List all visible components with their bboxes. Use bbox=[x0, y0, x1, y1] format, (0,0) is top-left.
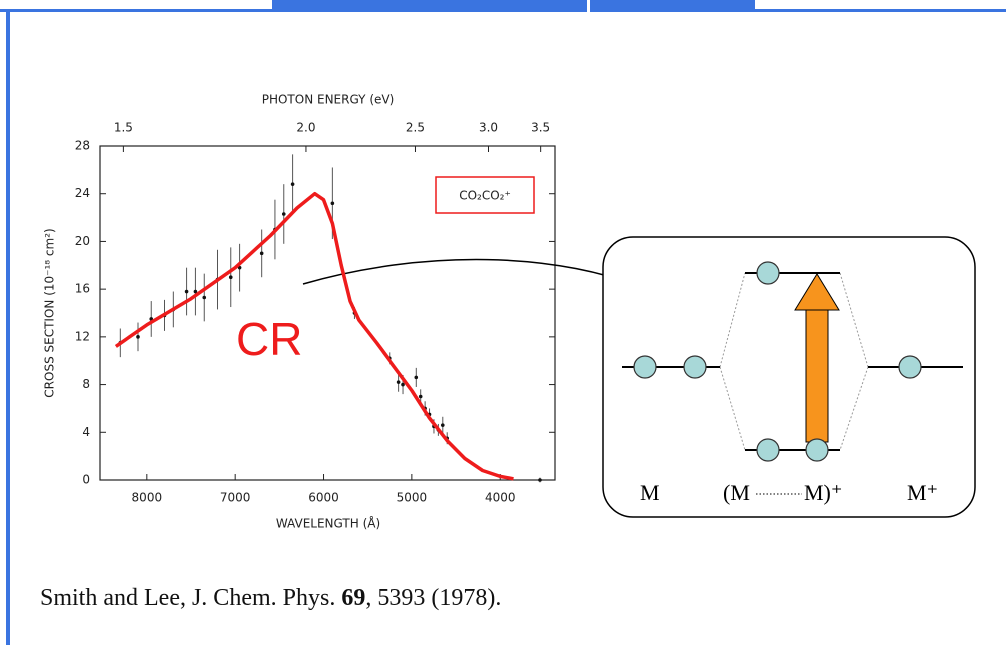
data-point bbox=[330, 201, 335, 206]
y-tick-label: 20 bbox=[75, 234, 90, 248]
data-point bbox=[401, 382, 405, 387]
electron bbox=[805, 438, 829, 462]
x-axis-title: WAVELENGTH (Å) bbox=[276, 516, 380, 531]
annotation: CR bbox=[236, 313, 302, 365]
citation-volume: 69 bbox=[341, 585, 365, 611]
connector bbox=[302, 258, 656, 294]
y-axis-title: CROSS SECTION (10⁻¹⁸ cm²) bbox=[43, 228, 57, 397]
x2-tick-label: 1.5 bbox=[114, 121, 133, 135]
diagram-box bbox=[602, 236, 976, 518]
diagram-label: (M bbox=[723, 480, 750, 505]
y-tick-label: 28 bbox=[75, 139, 90, 153]
x2-tick-label: 3.5 bbox=[531, 121, 550, 135]
data-point bbox=[440, 423, 445, 427]
diagram-label: M bbox=[640, 480, 660, 505]
data-point bbox=[136, 335, 140, 339]
fit-curve bbox=[114, 191, 514, 481]
data-point bbox=[290, 182, 295, 186]
y-tick-label: 8 bbox=[82, 377, 90, 391]
correlation-line bbox=[719, 366, 746, 451]
plot-frame bbox=[99, 145, 556, 481]
data-point bbox=[414, 375, 419, 380]
y-tick-label: 12 bbox=[75, 329, 90, 343]
x2-tick-label: 2.5 bbox=[406, 121, 425, 135]
citation-text: Smith and Lee, J. Chem. Phys. bbox=[40, 585, 341, 611]
legend-box bbox=[435, 176, 535, 214]
left-border bbox=[6, 9, 10, 645]
correlation-line bbox=[719, 272, 746, 368]
x2-tick-label: 2.0 bbox=[296, 121, 315, 135]
y-tick-label: 16 bbox=[75, 282, 90, 296]
electron bbox=[756, 261, 780, 285]
x-tick-label: 7000 bbox=[220, 491, 251, 505]
x-tick-label: 4000 bbox=[485, 491, 516, 505]
data-point bbox=[228, 275, 233, 280]
data-point bbox=[538, 478, 542, 482]
electron bbox=[683, 355, 707, 379]
electron bbox=[898, 355, 922, 379]
diagram: M (M M)⁺ M⁺ bbox=[602, 236, 976, 518]
data-point bbox=[418, 394, 423, 399]
y-tick-label: 24 bbox=[75, 186, 90, 200]
data-point bbox=[259, 251, 264, 256]
diagram-label: M⁺ bbox=[907, 480, 938, 505]
data-point bbox=[396, 380, 401, 384]
citation-text: , 5393 (1978). bbox=[365, 585, 501, 611]
electron bbox=[633, 355, 657, 379]
x-tick-label: 6000 bbox=[308, 491, 339, 505]
electron bbox=[756, 438, 780, 462]
correlation-line bbox=[839, 272, 869, 368]
y-tick-label: 0 bbox=[82, 473, 90, 487]
y-tick-label: 4 bbox=[82, 425, 90, 439]
arrow-shaft bbox=[805, 307, 829, 443]
legend-label: CO₂CO₂⁺ bbox=[459, 189, 511, 203]
tab-divider bbox=[587, 0, 590, 12]
arrow-head bbox=[794, 273, 840, 311]
x-tick-label: 5000 bbox=[397, 491, 428, 505]
top-tab bbox=[272, 0, 755, 12]
x-tick-label: 8000 bbox=[132, 491, 163, 505]
data-point bbox=[184, 289, 189, 294]
diagram-label: M)⁺ bbox=[804, 480, 843, 505]
data-point bbox=[193, 289, 198, 294]
correlation-line bbox=[839, 366, 869, 451]
citation: Smith and Lee, J. Chem. Phys. 69, 5393 (… bbox=[40, 585, 501, 611]
data-point bbox=[281, 212, 286, 216]
data-point bbox=[202, 295, 207, 300]
x2-tick-label: 3.0 bbox=[479, 121, 498, 135]
x2-axis-title: PHOTON ENERGY (eV) bbox=[262, 93, 395, 107]
